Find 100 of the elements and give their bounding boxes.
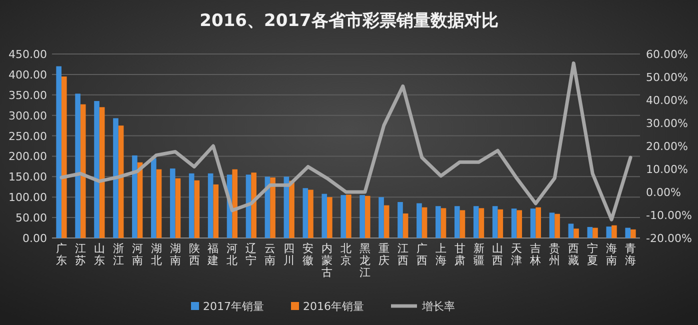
y2-tick-label: 20.00% bbox=[646, 140, 688, 153]
bar bbox=[75, 94, 80, 238]
bar bbox=[61, 76, 67, 238]
bar bbox=[612, 225, 617, 238]
bar bbox=[436, 206, 441, 238]
x-tick-label: 内蒙古 bbox=[322, 242, 333, 279]
x-tick-label: 北京 bbox=[340, 242, 352, 267]
bar bbox=[530, 208, 536, 238]
y-tick-label: 300.00 bbox=[8, 109, 47, 122]
x-tick-label: 河南 bbox=[132, 242, 143, 267]
bar bbox=[270, 177, 276, 238]
bar bbox=[213, 184, 219, 238]
y-tick-label: 150.00 bbox=[8, 170, 47, 184]
y-tick-label: 400.00 bbox=[8, 68, 47, 82]
y2-tick-label: 40.00% bbox=[646, 94, 688, 107]
x-tick-label: 江苏 bbox=[74, 242, 86, 267]
bar bbox=[536, 207, 541, 238]
chart-title: 2016、2017各省市彩票销量数据对比 bbox=[200, 11, 498, 31]
bar bbox=[194, 180, 200, 238]
x-tick-label: 湖北 bbox=[150, 242, 162, 267]
bar bbox=[378, 197, 384, 238]
bar bbox=[156, 169, 162, 238]
x-tick-label: 上海 bbox=[435, 242, 446, 267]
bar bbox=[289, 180, 294, 238]
bar bbox=[630, 229, 636, 238]
x-tick-label: 广西 bbox=[416, 242, 428, 267]
y2-tick-label: 50.00% bbox=[646, 71, 688, 84]
x-tick-label: 山西 bbox=[492, 242, 504, 267]
bar bbox=[175, 178, 181, 238]
bar bbox=[251, 172, 256, 238]
y-tick-label: 200.00 bbox=[8, 150, 47, 164]
x-tick-label: 云南 bbox=[264, 242, 276, 267]
x-tick-label: 青海 bbox=[625, 242, 636, 267]
bar bbox=[170, 168, 176, 238]
x-tick-label: 重庆 bbox=[378, 242, 390, 267]
bar bbox=[132, 155, 138, 238]
bar bbox=[440, 208, 446, 238]
x-tick-label: 黑龙江 bbox=[359, 242, 370, 279]
bar bbox=[308, 190, 314, 238]
bar bbox=[492, 206, 498, 238]
x-tick-label: 辽宁 bbox=[246, 242, 257, 267]
y2-tick-label: 60.00% bbox=[646, 48, 688, 61]
bar bbox=[94, 101, 100, 238]
bar bbox=[587, 226, 593, 238]
bar bbox=[398, 202, 403, 238]
bar bbox=[384, 205, 390, 238]
bar bbox=[498, 209, 504, 238]
bar bbox=[606, 226, 612, 238]
legend-label: 2016年销量 bbox=[303, 300, 364, 313]
bar bbox=[516, 210, 522, 238]
x-tick-label: 新疆 bbox=[473, 242, 484, 267]
bar bbox=[416, 203, 422, 238]
y2-tick-label: -10.00% bbox=[646, 209, 692, 222]
bar bbox=[473, 206, 479, 238]
y-tick-label: 100.00 bbox=[8, 191, 47, 204]
bar bbox=[118, 126, 124, 238]
line-series bbox=[60, 61, 632, 222]
y2-tick-label: 10.00% bbox=[646, 163, 688, 176]
x-tick-label: 湖南 bbox=[170, 242, 181, 267]
x-tick-label: 吉林 bbox=[529, 242, 542, 267]
bar bbox=[113, 118, 118, 238]
x-tick-label: 河北 bbox=[226, 242, 238, 267]
x-tick-label: 海南 bbox=[606, 242, 618, 267]
x-tick-label: 浙江 bbox=[112, 242, 124, 267]
x-tick-label: 天津 bbox=[511, 242, 522, 267]
bar bbox=[422, 207, 428, 238]
legend-label: 增长率 bbox=[421, 300, 455, 313]
bar bbox=[478, 208, 484, 238]
bar bbox=[151, 158, 156, 238]
bar bbox=[625, 228, 631, 238]
y-tick-label: 50.00 bbox=[16, 212, 47, 225]
bar bbox=[364, 196, 370, 238]
y2-tick-label: -20.00% bbox=[646, 232, 692, 245]
bar bbox=[511, 208, 517, 238]
bar bbox=[322, 194, 328, 238]
bar bbox=[568, 224, 574, 238]
bar bbox=[454, 206, 460, 238]
bar bbox=[460, 210, 466, 238]
bar bbox=[188, 173, 194, 238]
y-tick-label: 250.00 bbox=[8, 130, 47, 143]
bar bbox=[402, 213, 408, 238]
x-tick-label: 山东 bbox=[94, 242, 105, 267]
bar bbox=[232, 169, 238, 238]
bar bbox=[80, 104, 86, 238]
bar bbox=[574, 228, 579, 238]
x-tick-label: 西藏 bbox=[568, 242, 580, 267]
y-tick-label: 450.00 bbox=[8, 48, 47, 61]
x-tick-label: 广东 bbox=[56, 242, 67, 267]
x-tick-label: 贵州 bbox=[549, 242, 560, 267]
x-tick-label: 安徽 bbox=[302, 242, 314, 267]
bar bbox=[327, 197, 332, 238]
y-tick-label: 350.00 bbox=[8, 88, 47, 102]
bar bbox=[346, 194, 352, 238]
x-tick-label: 四川 bbox=[284, 242, 295, 267]
y2-tick-label: 30.00% bbox=[646, 117, 688, 130]
bar bbox=[360, 195, 365, 238]
legend-label: 2017年销量 bbox=[203, 300, 264, 313]
bar bbox=[549, 212, 555, 238]
x-tick-label: 陕西 bbox=[188, 242, 200, 267]
bar bbox=[56, 66, 62, 238]
